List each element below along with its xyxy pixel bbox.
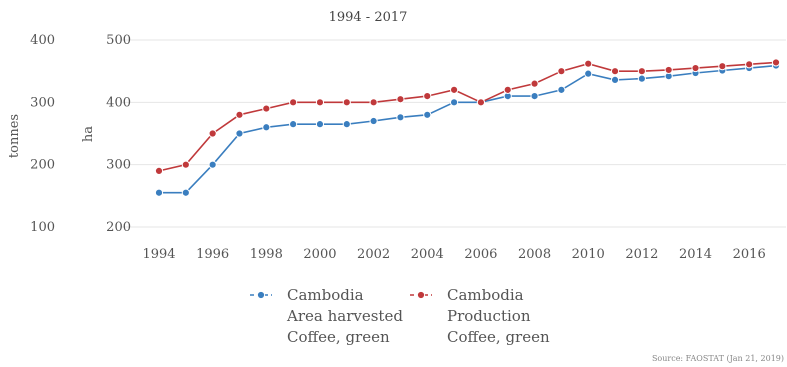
data-point <box>235 129 244 138</box>
x-tick-label: 2012 <box>625 247 658 262</box>
data-point <box>771 58 781 67</box>
right-tick-label: 300 <box>106 158 131 173</box>
data-point <box>584 69 593 78</box>
right-tick-label: 400 <box>106 95 131 110</box>
x-tick-label: 2002 <box>357 247 390 262</box>
data-point <box>691 63 700 73</box>
x-tick-label: 1996 <box>196 247 229 262</box>
x-tick-label: 2014 <box>679 247 712 262</box>
data-point <box>208 129 217 138</box>
data-point <box>262 123 271 132</box>
data-point <box>530 79 539 88</box>
x-tick-label: 2004 <box>411 247 444 262</box>
chart-subtitle: 1994 - 2017 <box>329 10 408 25</box>
left-axis-title: tonnes <box>7 114 22 158</box>
data-point <box>154 166 164 175</box>
left-tick-label: 400 <box>30 33 55 48</box>
data-point <box>610 67 620 76</box>
data-point <box>423 92 432 101</box>
data-point <box>289 120 298 129</box>
legend: Cambodia Area harvested Coffee, green Cambo… <box>250 286 550 346</box>
legend-label: Area harvested <box>286 307 403 325</box>
x-tick-label: 2008 <box>518 247 551 262</box>
right-axis-ticks: 200 300 400 500 <box>106 33 131 235</box>
data-point <box>584 59 593 68</box>
data-point <box>476 98 486 107</box>
data-point <box>637 67 646 76</box>
data-point <box>396 95 405 104</box>
left-tick-label: 300 <box>30 95 55 110</box>
data-point <box>610 75 620 84</box>
data-point <box>557 67 566 76</box>
data-point <box>449 85 459 94</box>
series-points <box>154 58 781 197</box>
data-point <box>449 98 459 107</box>
x-tick-label: 2010 <box>572 247 605 262</box>
source-note: Source: FAOSTAT (Jan 21, 2019) <box>652 354 784 363</box>
data-point <box>369 116 378 126</box>
x-tick-label: 2000 <box>303 247 336 262</box>
legend-label: Coffee, green <box>447 328 550 346</box>
legend-label: Cambodia <box>447 286 524 304</box>
data-point <box>369 98 378 107</box>
right-axis-title: ha <box>81 126 96 142</box>
x-tick-label: 1998 <box>250 247 283 262</box>
data-point <box>289 98 298 107</box>
data-point <box>315 120 325 129</box>
x-tick-label: 2016 <box>733 247 766 262</box>
series-line-0 <box>159 64 777 194</box>
legend-marker <box>256 290 266 300</box>
data-point <box>530 92 539 101</box>
data-point <box>745 60 754 69</box>
right-tick-label: 200 <box>106 220 131 235</box>
series-line-1 <box>158 61 777 172</box>
x-tick-label: 2006 <box>464 247 497 262</box>
data-point <box>664 65 673 75</box>
legend-label: Production <box>447 307 531 325</box>
data-point <box>208 160 217 169</box>
data-point <box>423 110 432 119</box>
data-point <box>503 85 512 94</box>
left-axis-ticks: 100 200 300 400 <box>30 33 55 235</box>
data-point <box>262 104 271 113</box>
x-tick-label: 1994 <box>142 247 175 262</box>
legend-label: Cambodia <box>287 286 364 304</box>
data-point <box>342 98 351 107</box>
data-point <box>557 85 566 94</box>
x-axis-ticks: 1994 1996 1998 2000 2002 2004 2006 2008 2010 2012… <box>142 247 765 262</box>
data-point <box>154 188 164 197</box>
left-tick-label: 200 <box>30 158 55 173</box>
data-point <box>637 74 646 83</box>
left-tick-label: 100 <box>30 220 55 235</box>
data-point <box>396 113 405 122</box>
legend-marker <box>416 290 426 300</box>
series-lines <box>158 61 777 194</box>
data-point <box>315 98 325 107</box>
data-point <box>235 110 244 119</box>
data-point <box>181 188 190 197</box>
legend-label: Coffee, green <box>287 328 390 346</box>
data-point <box>342 120 351 129</box>
data-point <box>181 160 190 169</box>
right-tick-label: 500 <box>106 33 131 48</box>
data-point <box>718 62 727 71</box>
